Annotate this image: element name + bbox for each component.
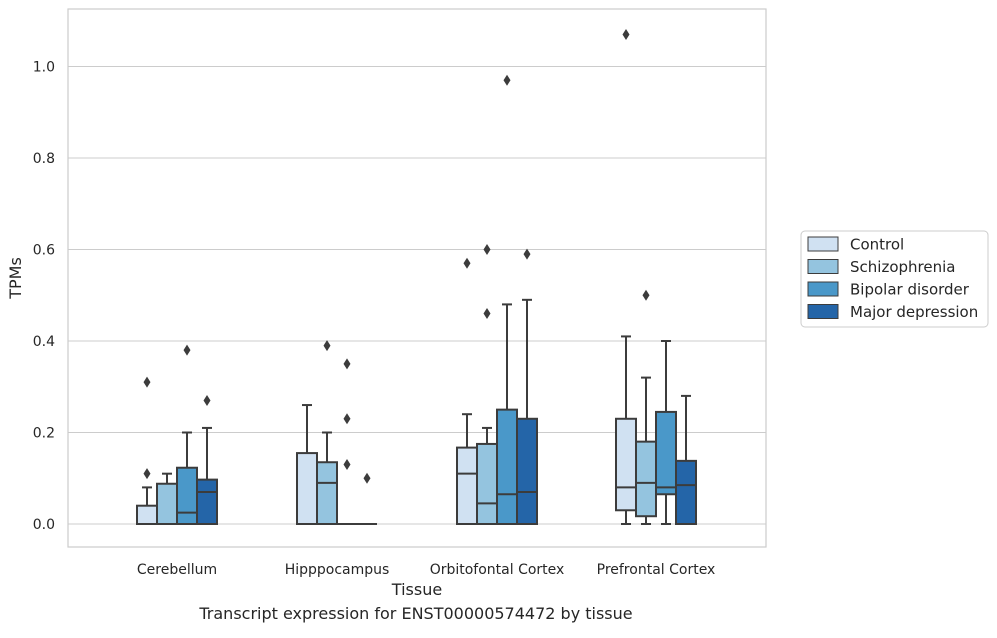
outlier-marker <box>523 248 531 260</box>
outlier-marker <box>343 413 351 425</box>
box <box>655 410 677 496</box>
x-tick-labels: Cerebellum Hipppocampus Orbitofontal Corte… <box>137 562 715 578</box>
outlier-marker <box>642 289 650 301</box>
y-axis-label: TPMs <box>6 257 25 300</box>
chart-caption: Transcript expression for ENST0000057447… <box>199 604 633 623</box>
outlier-marker <box>183 344 191 356</box>
legend-swatch <box>807 236 839 252</box>
outlier-marker <box>203 394 211 406</box>
box <box>176 466 198 526</box>
y-tick-label: 0.4 <box>33 334 55 350</box>
legend-swatch <box>807 304 839 319</box>
outlier-marker <box>323 340 331 352</box>
box-group <box>635 289 657 525</box>
y-tick-label: 1.0 <box>33 60 55 76</box>
box <box>296 452 318 525</box>
box <box>456 446 478 525</box>
legend-label: Control <box>850 236 904 254</box>
legend-items: Control Schizophrenia Bipolar disorder Majo… <box>807 236 978 321</box>
x-tick-label: Orbitofontal Cortex <box>430 562 565 578</box>
y-tick-label: 0.8 <box>33 151 55 167</box>
outlier-marker <box>343 358 351 370</box>
outlier-marker <box>143 376 151 388</box>
outlier-marker <box>622 28 630 40</box>
y-tick-label: 0.0 <box>33 517 55 533</box>
outlier-marker <box>363 472 371 484</box>
y-tick-labels: 0.0 0.2 0.4 0.6 0.8 1.0 <box>33 60 55 534</box>
x-tick-label: Hipppocampus <box>285 562 390 578</box>
legend-swatch <box>807 281 839 297</box>
legend-label: Bipolar disorder <box>850 281 970 299</box>
box <box>136 504 158 526</box>
box <box>476 442 498 525</box>
box-group <box>655 340 677 525</box>
outlier-marker <box>503 74 511 86</box>
box-group <box>176 344 198 526</box>
outlier-marker <box>483 308 491 320</box>
outlier-marker <box>143 468 151 480</box>
box <box>196 478 218 525</box>
box-group <box>675 394 697 525</box>
x-tick-label: Prefrontal Cortex <box>597 562 716 578</box>
box-group <box>456 257 478 525</box>
box <box>516 417 538 525</box>
box-group <box>337 358 357 525</box>
plot-frame <box>67 8 767 548</box>
box <box>635 440 657 518</box>
box-group <box>136 376 158 526</box>
legend-frame <box>800 230 989 328</box>
legend-label: Schizophrenia <box>850 258 955 276</box>
box-group <box>316 340 338 525</box>
outlier-marker <box>343 459 351 471</box>
outlier-marker <box>463 257 471 269</box>
outlier-marker <box>483 244 491 255</box>
box <box>156 482 178 525</box>
box <box>675 459 697 525</box>
box-group <box>196 394 218 525</box>
box-layer <box>136 28 697 526</box>
box-group <box>615 28 637 525</box>
legend-swatch <box>807 259 839 274</box>
x-tick-label: Cerebellum <box>137 562 217 578</box>
box <box>316 461 338 525</box>
box-group <box>296 404 318 525</box>
x-axis-label: Tissue <box>391 580 442 599</box>
box <box>496 408 518 525</box>
y-tick-label: 0.2 <box>33 426 55 442</box>
box-group <box>357 472 377 525</box>
box-group <box>476 244 498 525</box>
box-group <box>156 472 178 525</box>
legend: Control Schizophrenia Bipolar disorder Majo… <box>800 230 989 328</box>
legend-label: Major depression <box>850 303 978 321</box>
y-tick-label: 0.6 <box>33 243 55 259</box>
box <box>615 417 637 512</box>
box-group <box>516 248 538 525</box>
box-group <box>496 74 518 525</box>
